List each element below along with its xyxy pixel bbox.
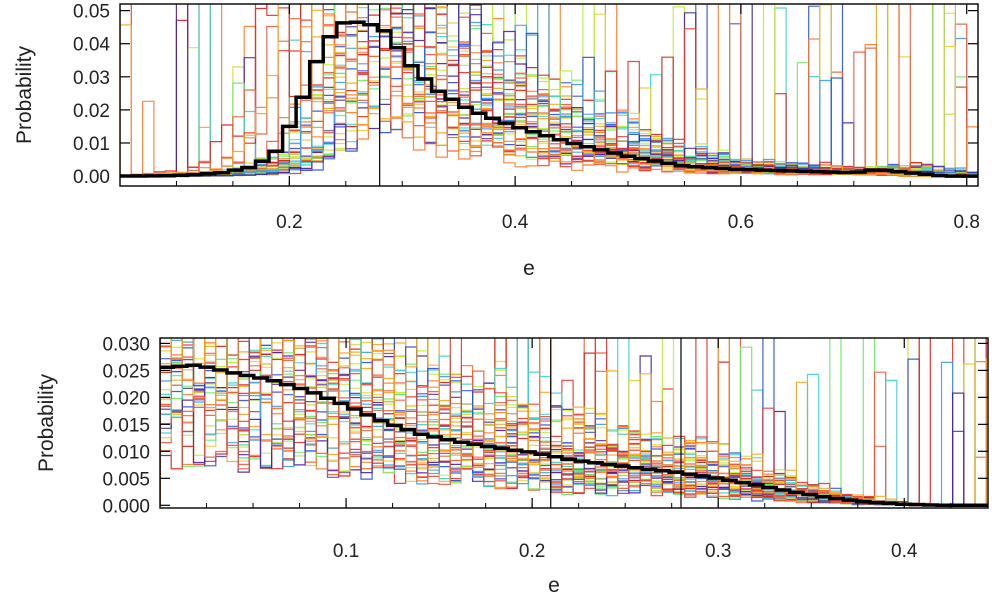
y-tick-label: 0.015 [102,415,150,436]
y-axis-title: Probability [13,45,36,144]
combined-histogram [120,20,978,178]
y-tick-label: 0.030 [102,334,150,355]
y-tick-label: 0.04 [73,35,110,56]
x-axis-title: e [548,574,560,597]
run-histogram [120,28,978,177]
x-tick-label: 0.2 [519,541,545,562]
y-tick-label: 0.020 [102,388,150,409]
x-tick-label: 0.1 [333,541,359,562]
y-tick-label: 0.03 [73,68,110,89]
y-axis-title: Probability [35,373,58,472]
x-tick-label: 0.6 [728,212,754,233]
x-tick-label: 0.2 [276,212,302,233]
run-histogram [120,4,978,177]
plot-frame [119,3,979,187]
y-tick-label: 0.025 [102,361,150,382]
run-histogram [160,338,988,506]
y-tick-label: 0.01 [73,134,110,155]
run-histogram [160,338,988,506]
run-histogram [160,338,988,506]
x-tick-label: 0.3 [705,541,731,562]
plot-area [120,4,978,186]
x-tick-label: 0.4 [891,541,918,562]
plot-frame [159,337,989,509]
y-tick-label: 0.05 [73,2,110,23]
bottom-panel: 0.1 0.2 0.3 0.4 0.000 0.005 0.010 0.015 0.020 0.0… [35,334,989,597]
run-histogram [120,4,978,177]
plot-area [160,338,988,508]
y-tick-label: 0.010 [102,442,150,463]
y-tick-label: 0.005 [102,469,150,490]
y-tick-label: 0.000 [102,496,150,517]
x-axis-title: e [523,257,535,280]
x-tick-label: 0.8 [953,212,979,233]
top-panel: 0.2 0.4 0.6 0.8 0.00 0.01 0.02 0.03 0.04 0.05 e Pro… [13,2,980,280]
y-tick-label: 0.00 [73,167,110,188]
run-histogram [160,338,988,506]
y-tick-label: 0.02 [73,101,110,122]
x-tick-label: 0.4 [502,212,529,233]
combined-histogram [160,363,988,508]
run-histogram [160,338,988,506]
